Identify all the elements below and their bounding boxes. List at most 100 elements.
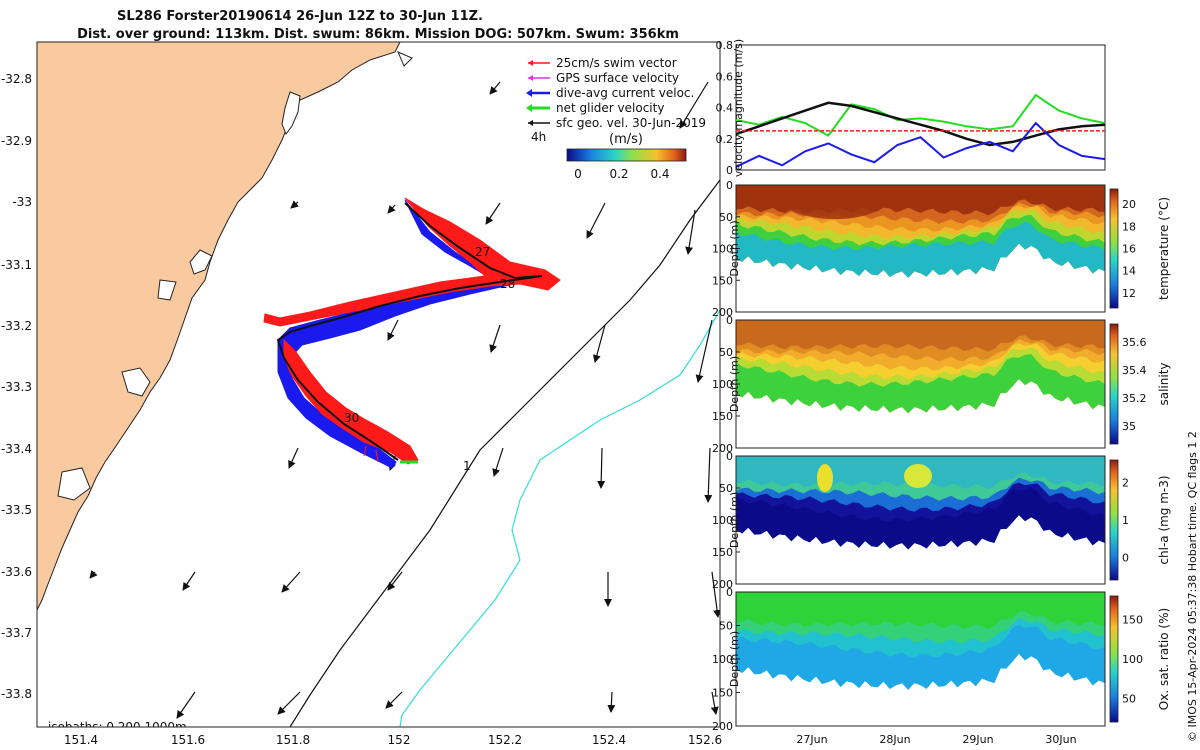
lake: [189, 249, 213, 275]
lake: [397, 51, 413, 67]
colorbar-tick-label: 16: [1122, 243, 1136, 256]
svg-text:151.8: 151.8: [276, 733, 310, 747]
legend-current: dive-avg current veloc.: [556, 86, 694, 100]
colorbar-tick-label: 1: [1122, 514, 1129, 527]
map-panel: 27 28 30 1 isobaths: 0 200 1000m -32.8 -…: [1, 41, 722, 747]
depth-tick-label: 0: [726, 586, 733, 599]
lon-axis: 151.4 151.6 151.8 152 152.2 152.4 152.6: [64, 733, 722, 747]
colorbar-tick-label: 2: [1122, 477, 1129, 490]
colorbar-tick-label: 0: [1122, 551, 1129, 564]
colorbar-tick-label: 35.4: [1122, 364, 1147, 377]
svg-text:-33.7: -33.7: [1, 626, 32, 640]
colorbar-tick-label: 35.2: [1122, 392, 1147, 405]
section-band: [736, 487, 1105, 550]
legend-geo: sfc geo. vel. 30-Jun-2019: [556, 116, 706, 130]
depth-section-3: 0 50 100 150 200 Depth (m) 0 1 2 chl-a (mg m-3): [712, 450, 1171, 591]
depth-tick-label: 50: [719, 346, 733, 359]
section-band: [736, 625, 1105, 690]
track-line: [276, 202, 543, 461]
time-axis: 27Jun 28Jun 29Jun 30Jun: [796, 733, 1076, 746]
svg-text:-33.3: -33.3: [1, 380, 32, 394]
velocity-panel: 0 0.2 0.4 0.6 0.8 velocity magnitude (m/s): [716, 39, 1106, 177]
speed-colorbar: [566, 148, 687, 162]
colorbar-label: chl-a (mg m-3): [1157, 475, 1171, 564]
depth-tick-label: 200: [712, 720, 733, 733]
map-frame: [36, 41, 721, 728]
depth-tick-label: 0: [726, 179, 733, 192]
velocity-frame: [735, 44, 1106, 171]
depth-tick-label: 50: [719, 211, 733, 224]
isobath-200m: [289, 179, 720, 727]
depth-tick-label: 200: [712, 578, 733, 591]
depth-ylabel: Depth (m): [728, 631, 741, 687]
depth-ylabel: Depth (m): [728, 220, 741, 276]
day-label: 30: [344, 411, 359, 425]
legend-glider: net glider velocity: [556, 101, 664, 115]
svg-text:151.4: 151.4: [64, 733, 98, 747]
svg-text:-33.5: -33.5: [1, 503, 32, 517]
title-line1: SL286 Forster20190614 26-Jun 12Z to 30-J…: [117, 9, 483, 24]
svg-text:-33: -33: [12, 195, 32, 209]
depth-tick-label: 0: [726, 450, 733, 463]
svg-text:152: 152: [388, 733, 411, 747]
coastline-land: [37, 42, 401, 611]
isobath-1000m: [399, 309, 720, 727]
svg-text:28Jun: 28Jun: [879, 733, 910, 746]
velocity-ylabel: velocity magnitude (m/s): [732, 39, 745, 177]
depth-tick-label: 150: [712, 687, 733, 700]
colorbar-tick-label: 100: [1122, 653, 1143, 666]
colorbar-tick-label: 14: [1122, 265, 1136, 278]
section-colorbar: [1109, 323, 1119, 445]
svg-text:30Jun: 30Jun: [1045, 733, 1076, 746]
colorbar-tick-label: 20: [1122, 198, 1136, 211]
glider-track: [263, 197, 561, 469]
colorbar-label: temperature (°C): [1157, 197, 1171, 300]
day-label: 28: [500, 277, 515, 291]
day-label: 27: [475, 245, 490, 259]
depth-tick-label: 150: [712, 546, 733, 559]
svg-text:-33.4: -33.4: [1, 442, 32, 456]
colorbar-tick-label: 18: [1122, 220, 1136, 233]
colorbar-tick-label: 35.6: [1122, 336, 1147, 349]
svg-text:29Jun: 29Jun: [962, 733, 993, 746]
velocity-ytick-label: 0.6: [716, 70, 734, 83]
depth-tick-label: 50: [719, 620, 733, 633]
lake: [57, 467, 91, 501]
svg-text:0: 0: [574, 167, 582, 181]
section-colorbar: [1109, 459, 1119, 581]
velocity-ytick-label: 0: [726, 164, 733, 177]
depth-tick-label: 200: [712, 306, 733, 319]
colorbar-tick-label: 35: [1122, 420, 1136, 433]
lake: [281, 91, 301, 136]
legend-note: 4h: [531, 130, 546, 144]
colorbar-label: Ox. sat. ratio (%): [1157, 608, 1171, 710]
velocity-ytick-label: 0.2: [716, 133, 734, 146]
svg-text:-33.6: -33.6: [1, 565, 32, 579]
isobath-label: isobaths: 0 200 1000m: [48, 720, 187, 734]
velocity-series-line: [736, 93, 1105, 137]
chl-hotspot: [817, 464, 833, 492]
depth-tick-label: 200: [712, 442, 733, 455]
velocity-ytick-label: 0.4: [716, 102, 734, 115]
velocity-ytick-label: 0.8: [716, 39, 734, 52]
svg-text:-32.8: -32.8: [1, 72, 32, 86]
section-band: [736, 221, 1105, 278]
depth-section-2: 0 50 100 150 200 Depth (m) 35 35.2 35.4 35.6 salin…: [712, 314, 1171, 455]
depth-tick-label: 100: [712, 653, 733, 666]
title-line2: Dist. over ground: 113km. Dist. swum: 86…: [77, 27, 679, 42]
svg-text:-33.1: -33.1: [1, 258, 32, 272]
legend-swim: 25cm/s swim vector: [556, 56, 677, 70]
depth-ylabel: Depth (m): [728, 492, 741, 548]
legend-gps: GPS surface velocity: [556, 71, 679, 85]
chl-hotspot: [904, 464, 932, 488]
colorbar-label: salinity: [1157, 362, 1171, 405]
svg-text:0.4: 0.4: [650, 167, 669, 181]
depth-tick-label: 100: [712, 378, 733, 391]
lat-axis: -32.8 -32.9 -33 -33.1 -33.2 -33.3 -33.4 …: [1, 72, 32, 701]
svg-text:152.6: 152.6: [688, 733, 722, 747]
depth-tick-label: 150: [712, 410, 733, 423]
depth-tick-label: 50: [719, 482, 733, 495]
depth-section-1: 0 50 100 150 200 Depth (m) 12 14 16 18 20 temperatu…: [712, 179, 1171, 319]
